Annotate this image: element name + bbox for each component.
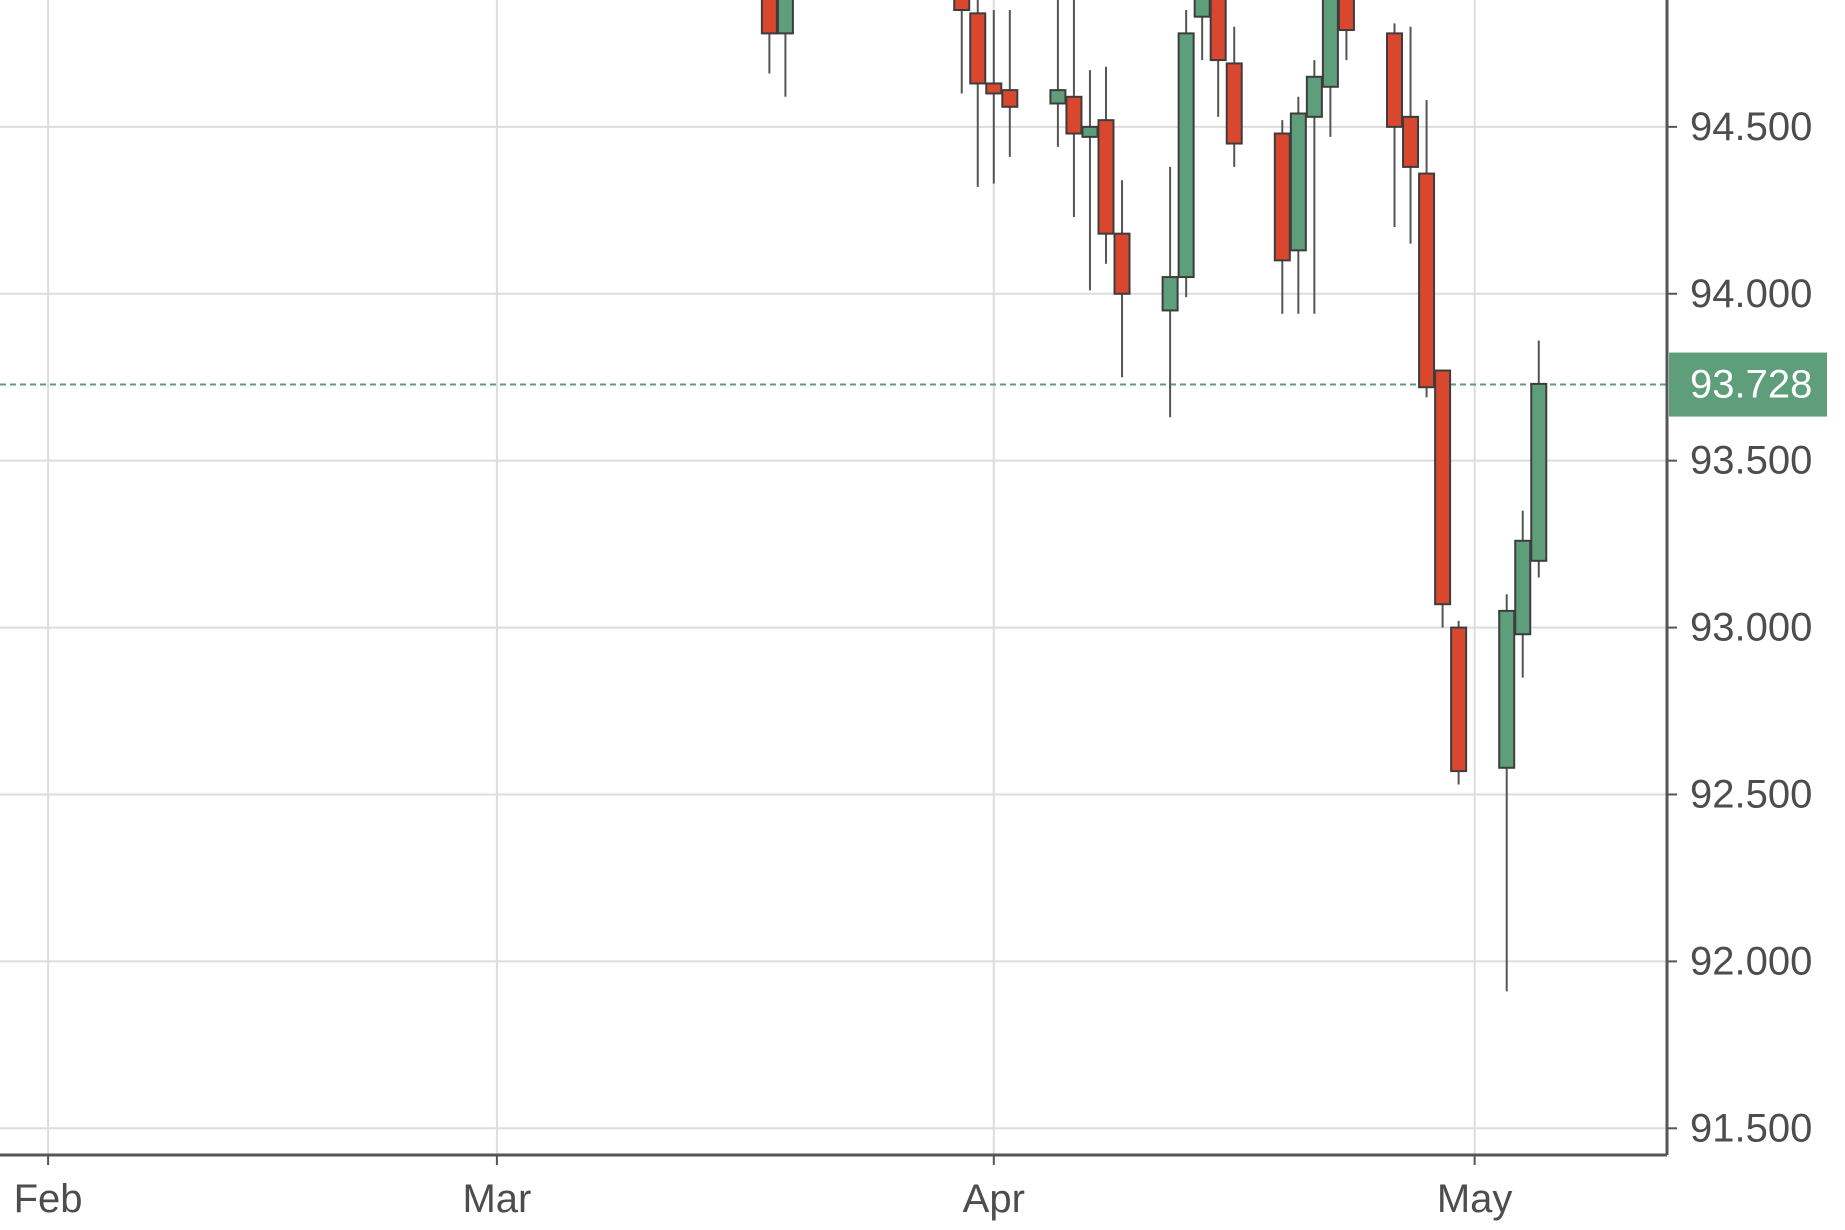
candle-body-down [1209, 0, 1227, 62]
candle-body-down [1273, 132, 1291, 262]
candle-body-down [1450, 626, 1468, 773]
candle-body-down [1386, 32, 1404, 128]
y-tick-label: 93.500 [1690, 439, 1812, 483]
current-price-label-layer: 93.728 [1669, 352, 1827, 417]
candle-body-down [969, 12, 987, 85]
candle-body-up [776, 0, 794, 35]
candle-body-up [1081, 125, 1099, 138]
y-tick-label: 93.000 [1690, 606, 1812, 650]
candle-body-up [1161, 276, 1179, 312]
grid [0, 0, 1667, 1155]
candle-body-down [1418, 172, 1436, 389]
candle-body-down [1434, 369, 1452, 606]
x-axis-ticks [47, 1155, 1476, 1165]
candle-body-down [1337, 0, 1355, 32]
x-tick-label: Feb [14, 1177, 83, 1221]
x-tick-label: Apr [963, 1177, 1025, 1221]
current-price-label: 93.728 [1690, 363, 1812, 407]
candle-body-up [1514, 539, 1532, 636]
candle-body-down [1402, 115, 1420, 168]
candle-body-down [1097, 119, 1115, 235]
current-price-label-background [1669, 352, 1827, 417]
candle-body-up [1049, 89, 1067, 105]
y-tick-label: 94.500 [1690, 105, 1812, 149]
candle-body-up [1530, 382, 1548, 562]
y-tick-label: 92.500 [1690, 772, 1812, 816]
candle-body-down [1225, 62, 1243, 145]
candle-body-down [760, 0, 778, 35]
y-axis-labels: 94.500 94.000 93.500 93.000 92.500 92.000 91.5… [1690, 105, 1812, 1150]
candle-body-down [1113, 232, 1131, 295]
x-tick-label: Mar [462, 1177, 531, 1221]
y-tick-label: 94.000 [1690, 272, 1812, 316]
x-tick-label: May [1437, 1177, 1513, 1221]
candle-body-down [1065, 95, 1083, 135]
candle-body-up [1289, 112, 1307, 252]
x-axis-labels: Feb Mar Apr May [14, 1177, 1513, 1221]
candle-body-up [1498, 609, 1516, 769]
y-tick-label: 92.000 [1690, 939, 1812, 983]
candle-body-up [1321, 0, 1339, 88]
axes [0, 0, 1677, 1157]
candles [760, 0, 1548, 992]
candle-body-up [1177, 32, 1195, 279]
candle-body-down [985, 82, 1003, 95]
y-tick-label: 91.500 [1690, 1106, 1812, 1150]
candle-body-up [1193, 0, 1211, 18]
candle-body-up [1305, 75, 1323, 118]
candle-body-down [953, 0, 971, 12]
candle-body-down [1001, 89, 1019, 108]
